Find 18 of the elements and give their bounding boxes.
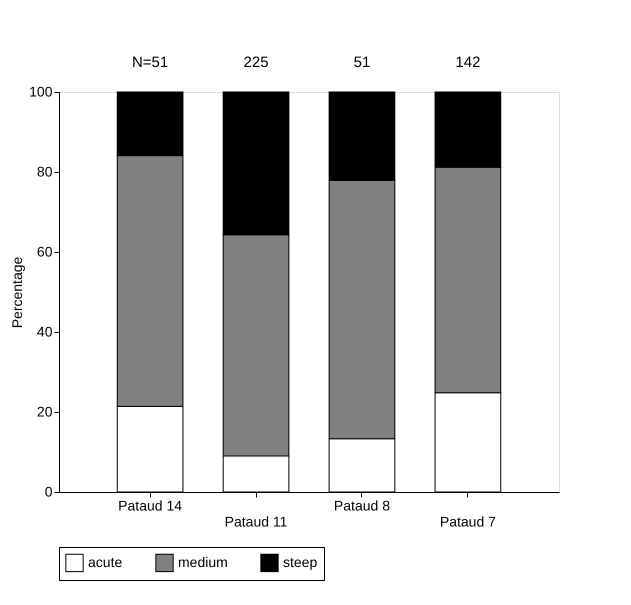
y-tick-label: 20 xyxy=(36,404,53,420)
y-tick-label: 80 xyxy=(36,164,53,180)
legend-label: steep xyxy=(283,554,318,570)
x-tick-label: Pataud 14 xyxy=(118,498,182,514)
text: 225 xyxy=(244,54,269,71)
text: 142 xyxy=(455,54,480,71)
text: N=51 xyxy=(132,54,168,71)
y-tick-label: 40 xyxy=(36,324,53,340)
y-axis-title: Percentage xyxy=(9,256,26,328)
y-tick-label: 0 xyxy=(44,484,53,500)
x-tick-label: Pataud 8 xyxy=(334,498,390,514)
y-tick-label: 60 xyxy=(36,244,53,260)
y-tick-label: 100 xyxy=(29,84,53,100)
legend-label: acute xyxy=(88,554,122,570)
text: 51 xyxy=(354,54,370,71)
x-tick-label: Pataud 11 xyxy=(224,514,288,530)
legend-label: medium xyxy=(178,554,228,570)
x-tick-label: Pataud 7 xyxy=(440,514,496,530)
